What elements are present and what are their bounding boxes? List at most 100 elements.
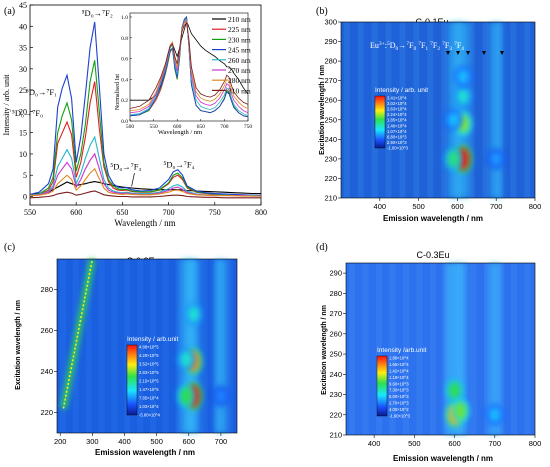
emission-spot bbox=[490, 151, 503, 167]
series-line bbox=[29, 167, 261, 197]
colorbar-gradient bbox=[376, 355, 388, 417]
colorbar-title: Intensity /arb.unit bbox=[377, 347, 427, 354]
heatmap-streak bbox=[399, 22, 406, 198]
x-tick-label: 500 bbox=[412, 202, 425, 211]
y-tick-label: 230 bbox=[329, 390, 342, 399]
y-tick-label: 260 bbox=[40, 326, 53, 335]
transition-arrow-marker bbox=[446, 51, 450, 55]
panel-b-label: (b) bbox=[316, 6, 328, 17]
x-tick-label: 400 bbox=[374, 202, 387, 211]
panel-d-label: (d) bbox=[316, 242, 328, 253]
series-line bbox=[29, 152, 261, 197]
colorbar-tick-label: 3.52×10^5 bbox=[139, 362, 159, 367]
legend-label: 270 nm bbox=[228, 66, 251, 75]
panel-a-series bbox=[29, 21, 262, 199]
heatmap-streak bbox=[162, 259, 169, 433]
y-tick-label: 30 bbox=[19, 65, 27, 74]
scatter-band bbox=[62, 258, 94, 409]
inset-x-tick-label: 550 bbox=[149, 124, 158, 130]
y-tick-label: 240 bbox=[324, 135, 337, 144]
emission-spot bbox=[454, 401, 467, 420]
panel-a-label: (a) bbox=[4, 6, 15, 17]
y-tick-label: 300 bbox=[324, 18, 337, 27]
panel-c-label: (c) bbox=[4, 242, 15, 253]
heatmap-streak bbox=[416, 263, 423, 435]
heatmap-streak bbox=[137, 259, 144, 433]
legend-label: 210 nm bbox=[228, 15, 251, 24]
panel-c: (c) C-0.2Eu 2003004005006007002202402602… bbox=[4, 242, 238, 457]
heatmap-streak bbox=[227, 259, 234, 433]
y-tick-label: 290 bbox=[324, 37, 337, 46]
heatmap-background bbox=[346, 263, 535, 435]
panel-a-ylabel: Intensity / arb. unit bbox=[2, 74, 11, 136]
x-tick-label: 800 bbox=[529, 439, 542, 448]
panel-a-xlabel: Wavelength / nm bbox=[114, 218, 175, 228]
colorbar-tick-label: 2.90×10^3 bbox=[387, 140, 407, 145]
panel-d-ticks: 400 500 600 700 800 210 220 230 240 250 260 270 280 2… bbox=[329, 269, 541, 448]
inset-ticks: 500 550 600 650 700 750 0.0 0.2 0.4 0.6 0.8 1.0 bbox=[121, 15, 252, 130]
y-tick-label: 270 bbox=[329, 309, 342, 318]
legend-label: 225 nm bbox=[228, 25, 251, 34]
x-tick-label: 500 bbox=[408, 439, 421, 448]
x-tick-label: 600 bbox=[183, 437, 196, 446]
panel-d-title: C-0.3Eu bbox=[416, 250, 449, 260]
x-tick-label: 700 bbox=[163, 208, 175, 217]
inset-series-line bbox=[129, 22, 249, 109]
panel-a: (a) 550 600 650 700 750 800 0 5 10 15 20 25 30 35 40 45… bbox=[2, 1, 267, 228]
inset-ylabel: Normalised Int bbox=[115, 74, 121, 110]
legend-label: 260 nm bbox=[228, 56, 251, 65]
peak-annotation: ⁵D₀→⁷F₀ bbox=[12, 108, 43, 118]
colorbar-tick-label: 1.85×10^4 bbox=[387, 118, 407, 123]
peak-annotation: ⁵D₀→⁷F₃ bbox=[110, 161, 141, 171]
heatmap-streak bbox=[376, 263, 382, 435]
heatmap-frame bbox=[340, 21, 536, 199]
y-tick-label: 230 bbox=[324, 154, 337, 163]
colorbar-tick-label: 1.47×10^5 bbox=[139, 387, 159, 392]
emission-band bbox=[214, 259, 227, 433]
heatmap-streak bbox=[413, 22, 420, 198]
inset-x-tick-label: 750 bbox=[244, 124, 253, 130]
emission-spot bbox=[448, 381, 461, 400]
y-tick-label: 20 bbox=[19, 107, 27, 116]
heatmap-streak bbox=[403, 263, 409, 435]
colorbar-tick-label: 5.00×10^3 bbox=[389, 394, 409, 399]
heatmap-streak bbox=[389, 263, 396, 435]
y-tick-label: 240 bbox=[329, 370, 342, 379]
colorbar-tick-label: 1.07×10^4 bbox=[387, 129, 407, 134]
y-tick-label: 250 bbox=[324, 115, 337, 124]
emission-spot bbox=[457, 69, 470, 85]
heatmap-streak bbox=[150, 259, 156, 433]
colorbar-tick-label: 1.46×10^4 bbox=[387, 123, 407, 128]
colorbar-tick-label: 2.70×10^3 bbox=[389, 401, 409, 406]
y-tick-label: 210 bbox=[324, 194, 337, 203]
inset-y-tick-label: 0.4 bbox=[121, 77, 128, 83]
inset-y-tick-label: 0.0 bbox=[121, 119, 128, 125]
y-tick-label: 40 bbox=[19, 22, 27, 31]
y-tick-label: 250 bbox=[329, 350, 342, 359]
legend-label: 310 nm bbox=[228, 86, 251, 95]
heatmap-frame bbox=[56, 258, 238, 434]
y-tick-label: 220 bbox=[329, 410, 342, 419]
colorbar-tick-label: 4.88×10^5 bbox=[139, 345, 159, 350]
heatmap-streak bbox=[484, 263, 490, 435]
series-line bbox=[29, 181, 261, 195]
annotation-arrow bbox=[131, 173, 135, 187]
series-line bbox=[29, 21, 261, 196]
x-tick-label: 650 bbox=[116, 208, 128, 217]
colorbar-tick-label: 2.15×10^5 bbox=[139, 379, 159, 384]
panel-a-plot-frame bbox=[29, 4, 262, 206]
inset-y-tick-label: 0.6 bbox=[121, 57, 128, 63]
x-tick-label: 400 bbox=[368, 439, 381, 448]
heatmap-streak bbox=[60, 259, 66, 433]
y-tick-label: 35 bbox=[19, 44, 27, 53]
panel-d-heatmap bbox=[345, 262, 536, 436]
heatmap-streak bbox=[175, 259, 182, 433]
colorbar-gradient bbox=[126, 344, 138, 416]
colorbar-tick-label: 1.03×10^4 bbox=[139, 404, 159, 409]
panel-a-inset: 500 550 600 650 700 750 0.0 0.2 0.4 0.6 0.8 1.0 210… bbox=[115, 12, 252, 136]
heatmap-streak bbox=[349, 263, 355, 435]
heatmap-streak bbox=[427, 22, 434, 198]
panel-b-transition-text: Eu3+:5D0→7F0 7F1 7F2 7F3 7F4 bbox=[370, 41, 464, 52]
colorbar-tick-label: 7.30×10^3 bbox=[389, 388, 409, 393]
